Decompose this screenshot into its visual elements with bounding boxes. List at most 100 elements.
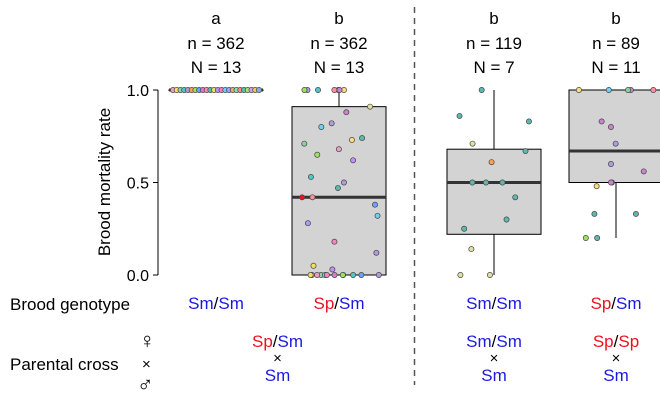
sample-N: N = 13 — [314, 58, 365, 77]
sample-n: n = 362 — [187, 34, 244, 53]
sample-N: N = 7 — [473, 58, 514, 77]
genotype-part: Sp — [590, 294, 612, 313]
group-headers: a n = 362 N = 13 b n = 362 N = 13 b n = 119 N = … — [187, 9, 640, 77]
plot-area — [168, 7, 660, 385]
genotype-part: / — [334, 294, 340, 313]
genotype-part: / — [272, 332, 278, 351]
genotype-part: / — [213, 294, 219, 313]
data-point — [461, 225, 468, 232]
data-point — [373, 249, 380, 256]
data-point — [608, 161, 614, 167]
box — [568, 89, 660, 183]
cross-times: × — [273, 350, 282, 367]
brood-genotype-value: Sp/Sm — [289, 295, 389, 313]
y-tick-label: 0.5 — [127, 176, 149, 193]
data-point — [456, 112, 463, 119]
genotype-part: Sm — [496, 332, 522, 351]
box — [291, 106, 387, 276]
data-point — [348, 136, 355, 143]
brood-genotype-value: Sp/Sm — [566, 295, 660, 313]
data-point — [625, 87, 631, 93]
y-tick-label: 0.0 — [127, 268, 149, 285]
data-point — [582, 235, 589, 241]
data-point — [591, 210, 598, 217]
y-axis-label: Brood mortality rate — [95, 108, 114, 256]
sample-N: N = 11 — [591, 58, 640, 77]
significance-letter: b — [489, 9, 498, 28]
data-point — [350, 272, 357, 278]
genotype-part: / — [491, 332, 497, 351]
significance-letter: a — [211, 9, 221, 28]
data-point — [499, 179, 506, 186]
genotype-part: / — [613, 332, 619, 351]
data-point — [469, 140, 476, 147]
genotype-part: Sp — [313, 294, 335, 313]
data-point — [358, 272, 365, 278]
data-point — [607, 124, 614, 130]
cross-times: × — [611, 350, 621, 367]
data-point — [372, 201, 378, 208]
sample-n: n = 119 — [466, 34, 522, 53]
data-point — [522, 148, 529, 154]
data-point — [256, 87, 262, 93]
data-point — [307, 272, 314, 278]
data-point — [336, 87, 343, 93]
cross-symbol: × — [142, 356, 151, 373]
genotype-part: / — [491, 294, 497, 313]
genotype-part: / — [611, 294, 617, 313]
data-point — [350, 157, 357, 164]
data-point — [331, 87, 338, 93]
data-point — [335, 185, 341, 191]
data-point — [512, 194, 519, 201]
data-point — [328, 120, 335, 127]
parental-cross-female: Sp/Sp — [566, 333, 660, 351]
significance-letter: b — [611, 9, 620, 28]
data-point — [468, 246, 475, 253]
data-point — [503, 216, 510, 223]
genotype-part: Sm — [603, 366, 629, 385]
data-point — [301, 87, 308, 93]
data-point — [318, 124, 325, 130]
data-point — [486, 272, 493, 278]
female-symbol-icon: ♀ — [139, 328, 156, 353]
parental-cross-male: Sm — [566, 367, 660, 385]
data-point — [339, 272, 346, 278]
data-point — [314, 151, 321, 158]
data-point — [304, 220, 311, 227]
significance-letter: b — [334, 9, 343, 28]
parental-cross-male: Sm — [228, 367, 328, 385]
data-point — [309, 194, 316, 201]
brood-genotype-label: Brood genotype — [10, 295, 131, 314]
sample-N: N = 13 — [191, 58, 242, 77]
data-point — [605, 87, 612, 93]
data-point — [367, 103, 374, 110]
data-point — [299, 194, 306, 201]
data-point — [374, 212, 381, 219]
parental-cross-male: Sm — [444, 367, 544, 385]
data-point — [308, 173, 314, 180]
data-point — [482, 179, 489, 186]
genotype-part: Sm — [466, 332, 492, 351]
data-point — [650, 87, 657, 93]
data-point — [594, 235, 601, 241]
data-point — [612, 140, 619, 147]
genotype-part: Sm — [481, 366, 507, 385]
data-point — [575, 87, 582, 93]
data-point — [331, 238, 338, 245]
data-point — [632, 210, 639, 217]
data-point — [329, 266, 336, 273]
genotype-part: Sm — [218, 294, 244, 313]
genotype-part: Sm — [339, 294, 365, 313]
genotype-part: Sm — [466, 294, 492, 313]
data-point — [331, 272, 338, 278]
data-point — [375, 272, 382, 278]
data-point — [335, 146, 342, 153]
data-point — [343, 109, 350, 116]
parental-cross-female: Sp/Sm — [228, 333, 328, 351]
brood-genotype-value: Sm/Sm — [166, 295, 266, 313]
y-tick-label: 1.0 — [127, 83, 149, 100]
sample-n: n = 89 — [592, 34, 640, 53]
genotype-part: Sp — [592, 332, 614, 351]
male-symbol-icon: ♂ — [137, 372, 154, 397]
data-point — [598, 118, 605, 125]
